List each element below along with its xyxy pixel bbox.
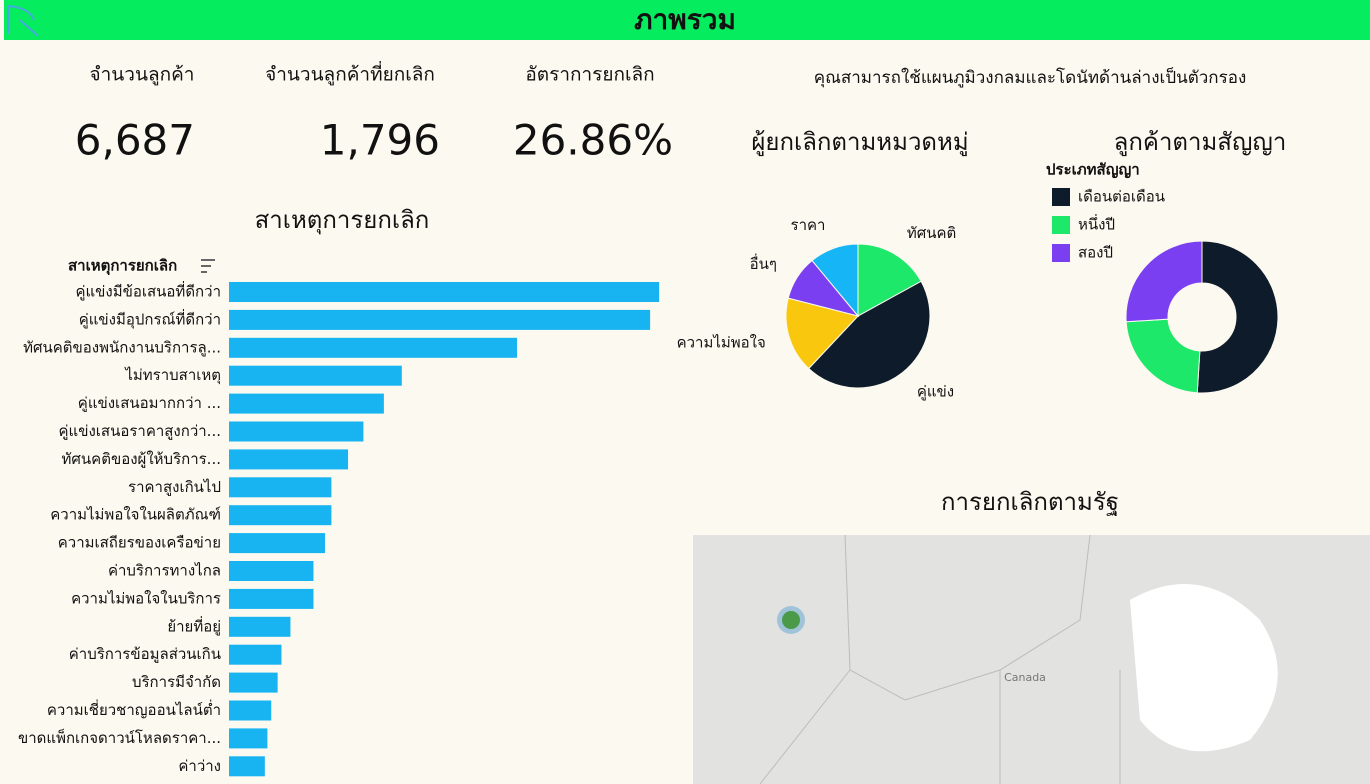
bar[interactable]	[229, 700, 272, 721]
y-tick-label: ค่าบริการทางไกล	[108, 562, 221, 580]
chart-title: ลูกค้าตามสัญญา	[1114, 128, 1287, 157]
y-tick-label: บริการมีจำกัด	[132, 673, 221, 691]
map-borders	[759, 534, 1121, 784]
kpi-value: 6,687	[75, 116, 195, 165]
bar[interactable]	[229, 533, 325, 554]
pie-slice[interactable]	[811, 243, 859, 318]
bar[interactable]	[229, 616, 291, 637]
bar[interactable]	[229, 309, 651, 330]
pie-slice[interactable]	[808, 280, 931, 389]
bar[interactable]	[229, 337, 517, 358]
donut-slice[interactable]	[1125, 240, 1203, 323]
legend-label: หนึ่งปี	[1078, 214, 1115, 234]
y-tick-label: ค่าบริการข้อมูลส่วนเกิน	[69, 645, 221, 663]
kpi-value: 26.86%	[513, 116, 673, 165]
legend-swatch[interactable]	[1052, 216, 1070, 234]
bar[interactable]	[229, 561, 314, 581]
bar[interactable]	[229, 477, 332, 498]
chart-title: การยกเลิกตามรัฐ	[941, 488, 1119, 516]
donut-slice[interactable]	[1196, 240, 1279, 394]
bar[interactable]	[229, 672, 278, 693]
legend-label: สองปี	[1078, 244, 1113, 262]
bar[interactable]	[229, 588, 314, 609]
map-label: Canada	[1004, 671, 1046, 684]
y-tick-label: คู่แข่งเสนอราคาสูงกว่า...	[59, 422, 221, 440]
y-tick-label: ความไม่พอใจในบริการ	[71, 589, 221, 607]
y-tick-label: ความเชี่ยวชาญออนไลน์ต่ำ	[47, 699, 221, 719]
y-tick-label: ความไม่พอใจในผลิตภัณฑ์	[50, 506, 221, 524]
bar[interactable]	[229, 393, 384, 414]
y-tick-label: ราคาสูงเกินไป	[128, 478, 221, 496]
legend-title: ประเภทสัญญา	[1046, 161, 1140, 179]
y-tick-label: ไม่ทราบสาเหตุ	[124, 366, 221, 385]
filter-note: คุณสามารถใช้แผนภูมิวงกลมและโดนัทด้านล่าง…	[814, 66, 1247, 88]
sort-icon[interactable]	[201, 259, 215, 273]
header-title: ภาพรวม	[634, 3, 736, 36]
bar[interactable]	[229, 282, 660, 302]
bar[interactable]	[229, 505, 332, 526]
map-point[interactable]	[782, 611, 800, 629]
y-tick-label: คู่แข่งเสนอมากกว่า ...	[78, 394, 221, 412]
slice-label: ทัศนคติ	[907, 224, 956, 242]
y-tick-label: ทัศนคติของพนักงานบริการลู...	[23, 338, 221, 356]
chart-title: ผู้ยกเลิกตามหมวดหมู่	[751, 128, 968, 157]
kpi-label: จำนวนลูกค้าที่ยกเลิก	[265, 61, 435, 86]
y-tick-label: ความเสถียรของเครือข่าย	[58, 534, 221, 552]
legend-label: เดือนต่อเดือน	[1078, 188, 1165, 206]
slice-label: อื่นๆ	[750, 253, 777, 273]
slice-label: คู่แข่ง	[917, 382, 954, 400]
kpi-label: จำนวนลูกค้า	[90, 64, 195, 86]
kpi-value: 1,796	[320, 116, 440, 165]
map-water	[1130, 584, 1278, 752]
bar[interactable]	[229, 756, 265, 777]
y-tick-label: ขาดแพ็กเกจดาวน์โหลดราคา...	[18, 728, 221, 747]
legend-swatch[interactable]	[1052, 188, 1070, 206]
bar[interactable]	[229, 421, 364, 442]
bar[interactable]	[229, 728, 268, 749]
y-tick-label: ย้ายที่อยู่	[167, 615, 221, 635]
axis-header: สาเหตุการยกเลิก	[68, 257, 177, 276]
logo[interactable]	[7, 5, 39, 37]
slice-label: ความไม่พอใจ	[677, 333, 766, 351]
slice-label: ราคา	[791, 216, 826, 234]
y-tick-label: ค่าว่าง	[178, 757, 221, 775]
y-tick-label: คู่แข่งมีอุปกรณ์ที่ดีกว่า	[79, 308, 221, 329]
header-bar	[4, 0, 1370, 40]
kpi-label: อัตราการยกเลิก	[525, 64, 654, 86]
y-tick-label: ทัศนคติของผู้ให้บริการ...	[62, 450, 221, 468]
donut-slice[interactable]	[1125, 318, 1201, 394]
bar[interactable]	[229, 365, 402, 386]
chart-title: สาเหตุการยกเลิก	[255, 206, 430, 235]
legend-swatch[interactable]	[1052, 244, 1070, 262]
bar[interactable]	[229, 449, 349, 470]
y-tick-label: คู่แข่งมีข้อเสนอที่ดีกว่า	[75, 281, 221, 301]
bar[interactable]	[229, 644, 282, 665]
